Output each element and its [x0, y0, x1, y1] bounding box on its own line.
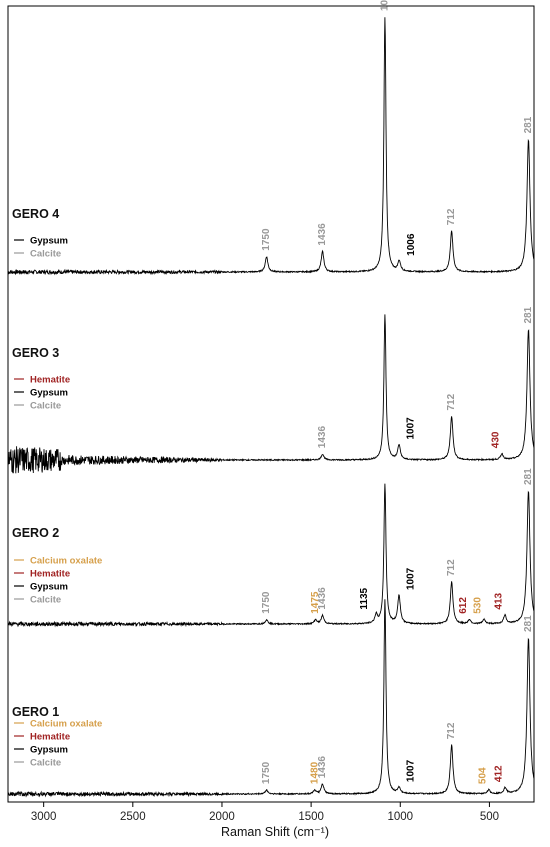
peak-label: 1750	[261, 228, 272, 251]
peak-label: 1436	[317, 223, 328, 246]
legend-label: Gypsum	[30, 745, 68, 756]
x-tick-label: 3000	[31, 811, 57, 823]
peak-label: 1475	[310, 591, 321, 614]
peak-label: 281	[523, 306, 534, 323]
legend-label: Calcium oxalate	[30, 719, 102, 730]
plot-frame	[7, 5, 535, 803]
peak-label: 1436	[317, 587, 328, 610]
peak-label: 504	[477, 767, 488, 784]
x-tick-label: 2500	[120, 811, 146, 823]
peak-label: 1007	[406, 567, 417, 590]
peak-label: 430	[491, 431, 502, 448]
legend-label: Hematite	[30, 569, 70, 580]
peak-label: 281	[523, 116, 534, 133]
panel-titles: GERO 4 GERO 3 GERO 2 GERO 1	[12, 207, 59, 719]
peak-label: 412	[494, 765, 505, 782]
spectra-traces	[7, 17, 535, 798]
spectrum-line	[7, 483, 535, 628]
panel-title: GERO 3	[12, 346, 59, 360]
peak-label: 1436	[317, 756, 328, 779]
peak-labels: 1750143610861006712281143610077124302811…	[261, 0, 534, 784]
spectrum-line	[7, 314, 535, 474]
spectrum-line	[7, 599, 535, 798]
peak-label: 1007	[406, 417, 417, 440]
panel-title: GERO 1	[12, 705, 59, 719]
peak-label: 1750	[261, 591, 272, 614]
peak-label: 1006	[406, 233, 417, 256]
x-tick-label: 2000	[209, 811, 235, 823]
legend-label: Calcium oxalate	[30, 556, 102, 567]
legend-label: Calcite	[30, 595, 61, 606]
peak-label: 281	[523, 468, 534, 485]
peak-label: 712	[446, 208, 457, 225]
legend-label: Calcite	[30, 401, 61, 412]
peak-label: 1135	[359, 587, 370, 609]
x-tick-label: 1000	[387, 811, 413, 823]
peak-label: 413	[494, 592, 505, 609]
peak-label: 1007	[406, 759, 417, 782]
peak-label: 1480	[309, 761, 320, 784]
peak-label: 612	[458, 597, 469, 614]
legend-label: Hematite	[30, 732, 70, 743]
peak-label: 712	[446, 559, 457, 576]
panel-title: GERO 2	[12, 526, 59, 540]
legend-label: Hematite	[30, 375, 70, 386]
legend-label: Gypsum	[30, 582, 68, 593]
x-axis: 3000 2500 2000 1500 1000 500	[31, 802, 499, 823]
peak-label: 530	[473, 597, 484, 614]
peak-label: 1436	[317, 426, 328, 449]
x-axis-title: Raman Shift (cm⁻¹)	[221, 825, 329, 839]
legend-label: Gypsum	[30, 236, 68, 247]
x-tick-label: 500	[480, 811, 499, 823]
peak-label: 712	[446, 722, 457, 739]
x-tick-label: 1500	[298, 811, 324, 823]
panel-legends: Gypsum Calcite Hematite Gypsum Calcite Calciu…	[14, 236, 102, 769]
panel-title: GERO 4	[12, 207, 59, 221]
spectrum-line	[7, 17, 535, 276]
legend-label: Calcite	[30, 249, 61, 260]
peak-label: 1750	[261, 761, 272, 784]
peak-label: 281	[523, 615, 534, 632]
peak-label: 712	[446, 393, 457, 410]
legend-label: Calcite	[30, 758, 61, 769]
legend-label: Gypsum	[30, 388, 68, 399]
